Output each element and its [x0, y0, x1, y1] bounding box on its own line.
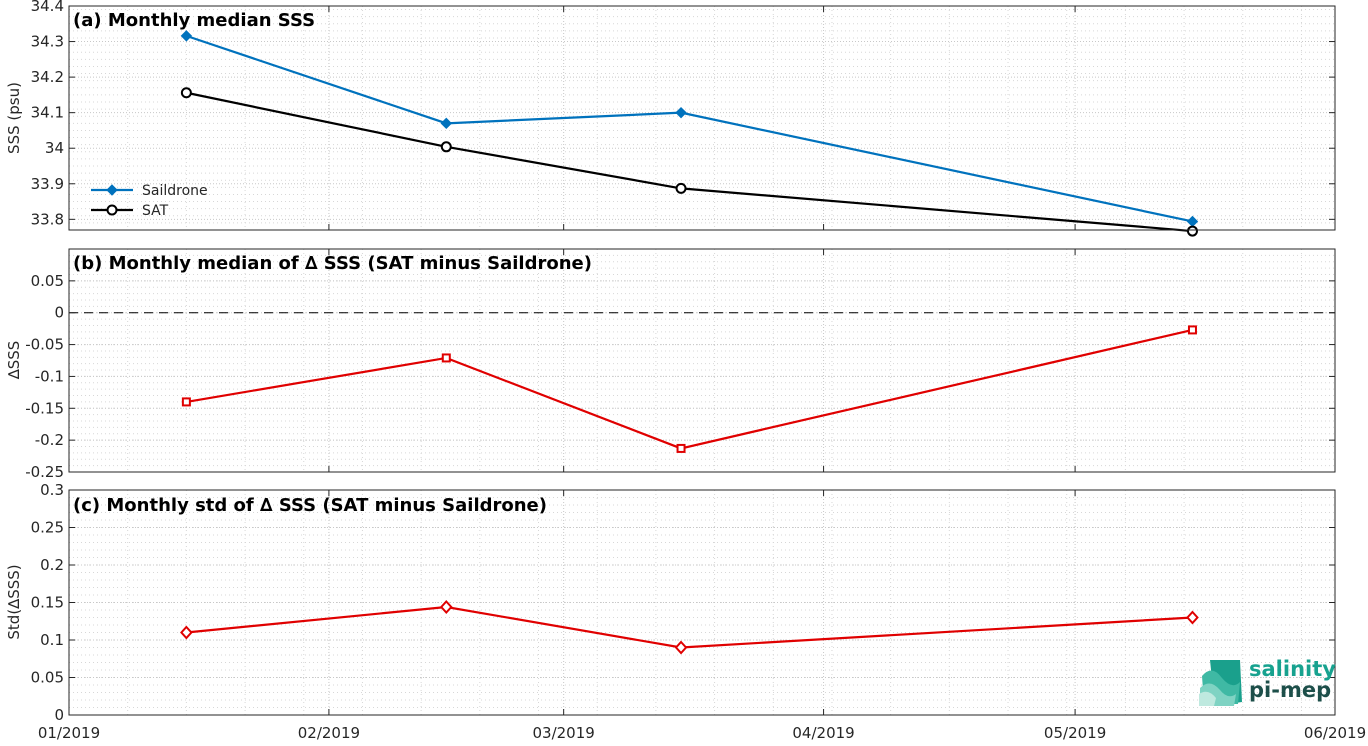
y-tick-label-c: 0.25: [31, 519, 64, 537]
y-tick-label-b: 0.05: [31, 272, 64, 290]
legend-marker-1: [106, 204, 118, 216]
logo-text-pimep: pi-mep: [1249, 678, 1331, 702]
x-tick-label: 03/2019: [532, 724, 594, 741]
data-point-b-0: [1187, 325, 1197, 335]
y-tick-label-b: -0.2: [35, 431, 64, 449]
data-point-a-1: [1186, 225, 1198, 237]
legend-label-0: Saildrone: [142, 183, 208, 199]
y-tick-label-b: -0.25: [25, 463, 64, 481]
y-tick-label-c: 0: [54, 706, 64, 724]
x-tick-label: 04/2019: [792, 724, 854, 741]
y-axis-label-a: SSS (psu): [5, 82, 23, 154]
y-tick-label-a: 34.1: [31, 104, 64, 122]
panel-title-c: (c) Monthly std of ∆ SSS (SAT minus Sail…: [73, 495, 547, 516]
data-point-a-0: [440, 117, 452, 130]
y-tick-label-c: 0.05: [31, 669, 64, 687]
axes-box-a: [68, 5, 1336, 231]
data-point-b-0: [181, 397, 191, 407]
data-point-a-0: [1186, 215, 1199, 228]
data-point-a-1: [675, 182, 687, 194]
legend-label-1: SAT: [142, 203, 169, 219]
x-tick-label: 01/2019: [38, 724, 100, 741]
data-point-c-0: [439, 600, 453, 614]
data-point-a-0: [180, 30, 193, 42]
series-line-c-0: [186, 605, 1193, 649]
data-point-a-1: [180, 87, 192, 99]
data-point-b-0: [441, 353, 451, 363]
y-axis-label-c: Std(∆SSS): [5, 564, 23, 639]
salinity-pimep-logo: salinity pi-mep: [1199, 657, 1336, 706]
text-layer: 33.8 33.9 34 34.1 34.2 34.3 34.4 (a) Monthly me…: [5, 0, 1366, 742]
axes-layer: [68, 5, 1336, 716]
legend-marker-0: [106, 184, 118, 196]
grid-layer: [68, 5, 1336, 716]
data-point-b-0: [676, 443, 686, 453]
x-tick-label: 06/2019: [1304, 724, 1366, 741]
y-tick-label-c: 0.2: [40, 556, 64, 574]
series-layer: [69, 30, 1335, 655]
series-line-a-0: [186, 34, 1193, 223]
data-point-c-0: [674, 640, 688, 655]
x-tick-label: 02/2019: [298, 724, 360, 741]
y-tick-label-a: 33.8: [31, 210, 64, 228]
y-tick-label-a: 34.3: [31, 33, 64, 51]
logo-text-salinity: salinity: [1249, 657, 1336, 681]
y-tick-label-a: 34.2: [31, 68, 64, 86]
data-point-a-0: [675, 106, 687, 119]
series-line-a-1: [186, 91, 1193, 233]
series-line-b-0: [186, 328, 1193, 450]
y-tick-label-c: 0.3: [40, 481, 64, 499]
data-point-c-0: [1186, 610, 1199, 625]
axes-box-b: [68, 248, 1336, 473]
x-tick-label: 05/2019: [1044, 724, 1106, 741]
y-axis-label-b: ∆SSS: [5, 341, 23, 381]
y-tick-label-b: -0.05: [25, 336, 64, 354]
panel-title-b: (b) Monthly median of ∆ SSS (SAT minus S…: [73, 253, 592, 274]
logo-wave-graphic: [1199, 660, 1242, 706]
panel-title-a: (a) Monthly median SSS: [73, 10, 315, 31]
data-point-c-0: [180, 625, 193, 640]
y-tick-label-a: 34: [45, 139, 64, 157]
y-tick-label-a: 34.4: [31, 0, 64, 15]
y-tick-label-b: 0: [54, 304, 64, 322]
y-tick-label-b: -0.15: [25, 399, 64, 417]
y-tick-label-c: 0.1: [40, 631, 64, 649]
y-tick-label-b: -0.1: [35, 367, 64, 385]
y-tick-label-a: 33.9: [31, 175, 64, 193]
data-point-a-1: [440, 141, 452, 153]
y-tick-label-c: 0.15: [31, 594, 64, 612]
